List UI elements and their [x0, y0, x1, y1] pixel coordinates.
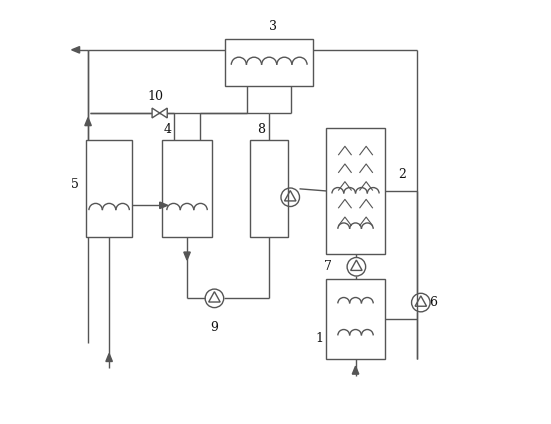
Polygon shape: [85, 117, 91, 126]
Bar: [326, 128, 385, 254]
Text: 10: 10: [148, 89, 164, 103]
Polygon shape: [152, 108, 160, 118]
Text: 7: 7: [324, 260, 332, 273]
Polygon shape: [352, 366, 359, 374]
Polygon shape: [160, 202, 168, 209]
Text: 5: 5: [72, 178, 79, 191]
Text: 2: 2: [398, 167, 406, 181]
Bar: [162, 140, 212, 237]
Text: 8: 8: [257, 123, 265, 137]
Polygon shape: [184, 252, 190, 260]
Bar: [326, 279, 385, 360]
Text: 1: 1: [316, 332, 324, 345]
Bar: [225, 39, 314, 86]
Bar: [250, 140, 288, 237]
Bar: [86, 140, 132, 237]
Text: 3: 3: [269, 20, 277, 33]
Text: 9: 9: [210, 321, 218, 335]
Polygon shape: [106, 354, 112, 362]
Polygon shape: [72, 47, 79, 53]
Polygon shape: [160, 108, 168, 118]
Text: 4: 4: [164, 123, 172, 137]
Text: 6: 6: [429, 296, 437, 309]
